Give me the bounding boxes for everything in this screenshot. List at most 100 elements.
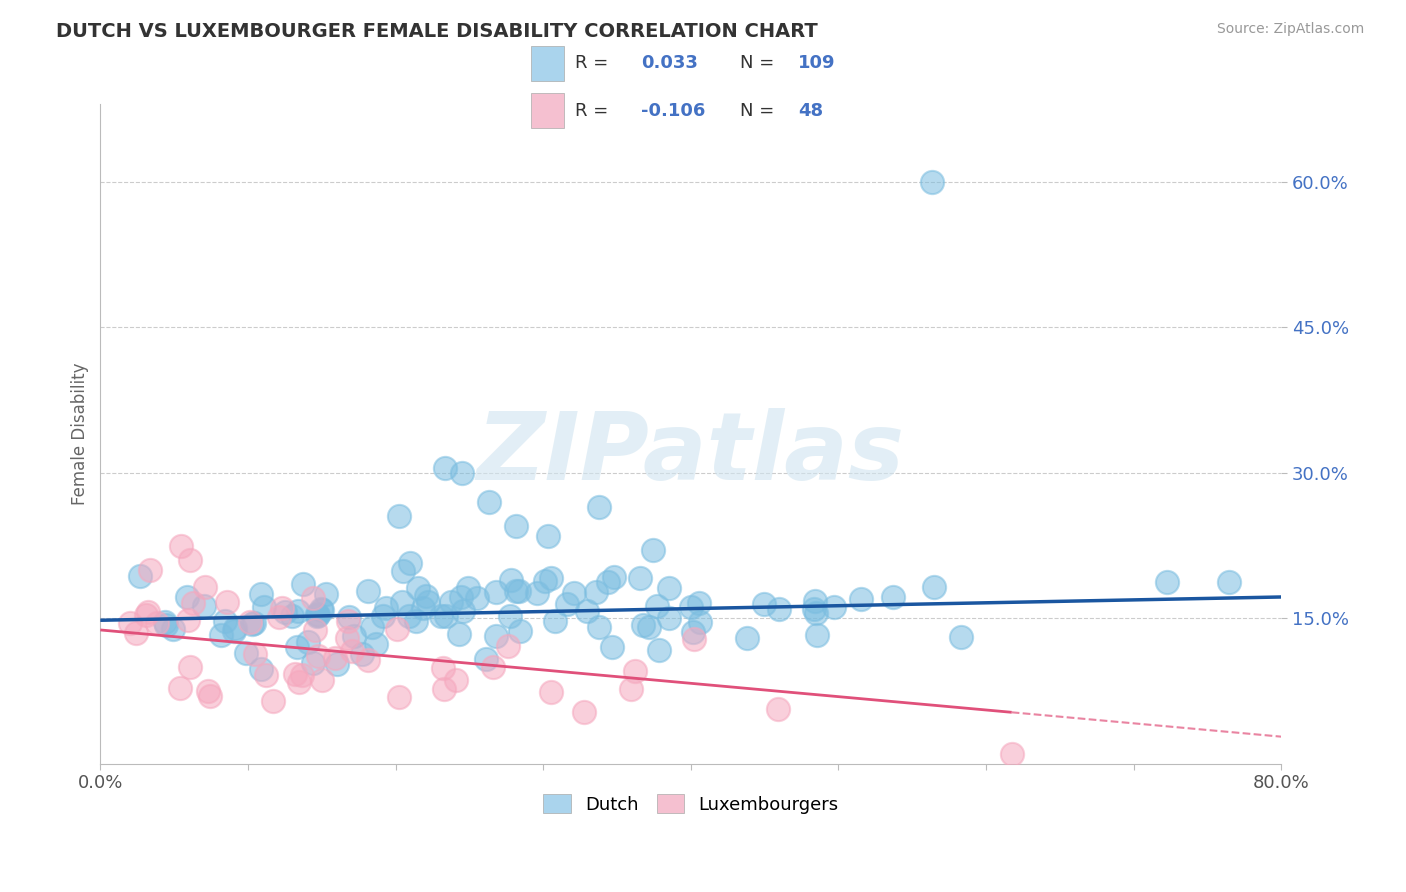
Point: [682, 625, 704, 640]
Text: 48: 48: [799, 102, 823, 120]
Y-axis label: Female Disability: Female Disability: [72, 363, 89, 505]
Point: [262, 694, 284, 708]
Point: [170, 539, 193, 553]
Point: [485, 584, 508, 599]
Point: [434, 609, 457, 624]
Point: [465, 591, 488, 605]
Point: [641, 543, 664, 558]
Point: [125, 626, 148, 640]
Point: [242, 617, 264, 632]
Point: [572, 705, 595, 719]
Point: [638, 620, 661, 634]
Point: [1218, 575, 1240, 590]
Point: [224, 621, 246, 635]
Point: [603, 570, 626, 584]
Point: [139, 563, 162, 577]
Point: [200, 689, 222, 703]
Point: [447, 627, 470, 641]
Text: Source: ZipAtlas.com: Source: ZipAtlas.com: [1216, 22, 1364, 37]
Point: [337, 614, 360, 628]
Point: [297, 635, 319, 649]
Text: 0.033: 0.033: [641, 54, 697, 72]
Point: [222, 624, 245, 638]
Point: [415, 589, 437, 603]
Point: [658, 581, 681, 595]
Point: [356, 584, 378, 599]
Point: [398, 609, 420, 624]
Point: [803, 601, 825, 615]
Text: N =: N =: [740, 54, 773, 72]
Point: [302, 656, 325, 670]
Point: [588, 500, 610, 514]
Point: [688, 595, 710, 609]
Point: [179, 660, 201, 674]
Point: [388, 690, 411, 704]
Point: [851, 591, 873, 606]
Point: [311, 673, 333, 687]
Point: [391, 595, 413, 609]
Point: [540, 684, 562, 698]
Point: [537, 529, 560, 543]
Text: DUTCH VS LUXEMBOURGER FEMALE DISABILITY CORRELATION CHART: DUTCH VS LUXEMBOURGER FEMALE DISABILITY …: [56, 22, 818, 41]
Point: [253, 599, 276, 614]
Text: N =: N =: [740, 102, 773, 120]
Point: [481, 660, 503, 674]
Point: [950, 631, 973, 645]
Point: [254, 667, 277, 681]
Point: [405, 615, 427, 629]
Point: [343, 629, 366, 643]
Point: [136, 605, 159, 619]
Point: [540, 571, 562, 585]
Point: [280, 608, 302, 623]
Point: [194, 580, 217, 594]
Point: [307, 608, 329, 623]
Point: [682, 632, 704, 647]
Point: [285, 640, 308, 655]
Point: [657, 611, 679, 625]
Point: [432, 681, 454, 696]
Point: [1001, 747, 1024, 761]
Point: [360, 619, 382, 633]
Point: [399, 557, 422, 571]
Point: [526, 586, 548, 600]
Point: [301, 591, 323, 605]
Point: [284, 667, 307, 681]
Point: [250, 662, 273, 676]
Point: [323, 651, 346, 665]
Point: [243, 616, 266, 631]
Point: [624, 664, 647, 678]
Point: [340, 643, 363, 657]
Point: [307, 607, 329, 622]
Point: [311, 602, 333, 616]
Point: [501, 573, 523, 587]
Text: R =: R =: [575, 102, 609, 120]
Point: [315, 587, 337, 601]
Point: [432, 661, 454, 675]
Point: [533, 574, 555, 588]
Point: [485, 629, 508, 643]
Point: [645, 599, 668, 613]
Point: [681, 600, 703, 615]
Point: [619, 681, 641, 696]
Point: [274, 605, 297, 619]
Point: [385, 622, 408, 636]
Point: [1156, 575, 1178, 590]
Point: [337, 609, 360, 624]
Point: [193, 599, 215, 613]
Point: [499, 609, 522, 624]
Text: ZIPatlas: ZIPatlas: [477, 408, 905, 500]
Point: [457, 582, 479, 596]
Point: [804, 593, 827, 607]
Point: [882, 590, 904, 604]
Point: [215, 595, 238, 609]
Point: [118, 616, 141, 631]
Point: [505, 584, 527, 599]
Point: [291, 667, 314, 681]
Point: [600, 640, 623, 654]
Point: [239, 615, 262, 629]
Point: [505, 519, 527, 533]
Point: [129, 568, 152, 582]
Point: [153, 615, 176, 629]
Point: [235, 646, 257, 660]
Point: [209, 628, 232, 642]
